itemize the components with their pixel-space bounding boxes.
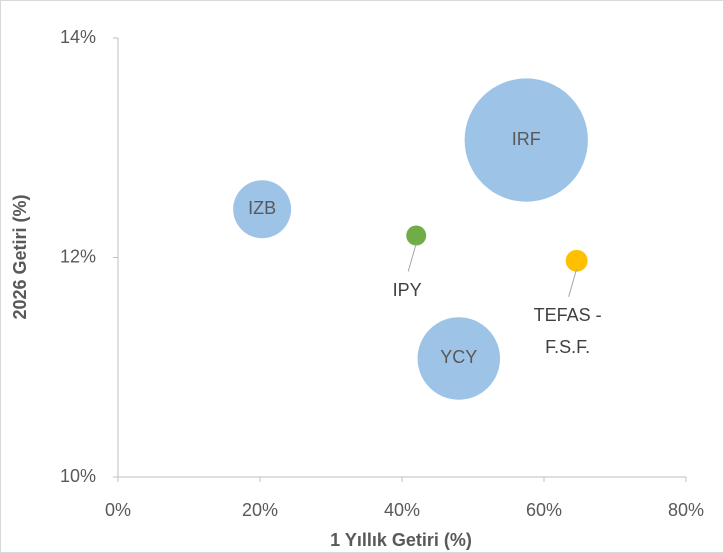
bubble-label: YCY <box>440 347 477 367</box>
y-axis-title: 2026 Getiri (%) <box>10 194 30 319</box>
leader-line <box>407 243 417 272</box>
bubble <box>417 317 501 400</box>
x-tick-label: 20% <box>242 500 278 520</box>
y-tick-label: 12% <box>60 246 96 266</box>
y-tick-label: 10% <box>60 466 96 486</box>
bubble <box>464 78 588 202</box>
x-tick-label: 0% <box>105 500 131 520</box>
x-tick-label: 80% <box>668 500 704 520</box>
bubble-label: IPY <box>392 279 422 300</box>
x-tick-label: 60% <box>526 500 562 520</box>
leader-line <box>568 268 578 297</box>
x-tick-label: 40% <box>384 500 420 520</box>
bubble-label: IRF <box>512 129 541 149</box>
bubble-label: TEFAS - F.S.F. <box>533 304 602 357</box>
x-axis-title: 1 Yıllık Getiri (%) <box>330 530 472 550</box>
bubble <box>565 249 588 272</box>
y-tick-label: 14% <box>60 27 96 47</box>
bubble-label: IZB <box>248 198 276 218</box>
bubble <box>406 225 427 246</box>
bubble <box>233 180 292 239</box>
